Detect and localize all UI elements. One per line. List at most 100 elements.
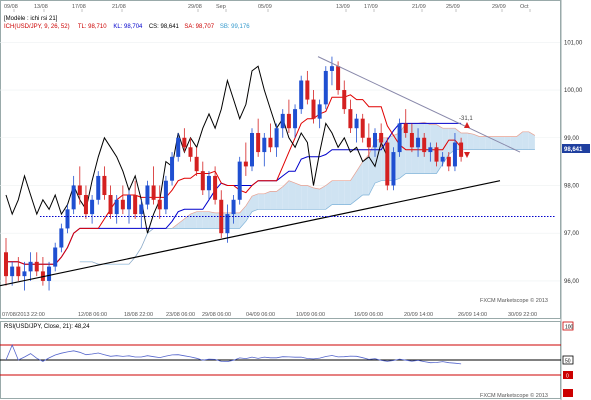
candle-body bbox=[385, 142, 390, 186]
top-date-label: 09/08 bbox=[4, 4, 18, 10]
candle-body bbox=[440, 156, 445, 162]
bottom-date-label: 12/08 06:00 bbox=[78, 312, 107, 318]
candle-body bbox=[280, 113, 285, 129]
bottom-date-label: 10/09 06:00 bbox=[296, 312, 325, 318]
ichimoku-cloud-segment bbox=[516, 131, 523, 150]
ichimoku-cloud-segment bbox=[313, 187, 320, 210]
rsi-extra-tag bbox=[563, 389, 573, 397]
bottom-date-label: 18/08 22:00 bbox=[124, 312, 153, 318]
ichimoku-cloud-segment bbox=[288, 180, 296, 210]
main-panel-frame bbox=[0, 0, 561, 319]
ichimoku-cloud-segment bbox=[258, 193, 265, 210]
top-date-label: 25/09 bbox=[446, 4, 460, 10]
support-trendline bbox=[0, 180, 501, 287]
ichimoku-cloud-segment bbox=[282, 180, 289, 210]
candle-body bbox=[188, 147, 193, 157]
top-date-axis: 09/08 13/08 17/08 21/08 29/08 Sep 05/09 13/09 17… bbox=[4, 4, 531, 12]
rsi-100-label: 100 bbox=[565, 325, 574, 331]
top-date-label: 17/09 bbox=[364, 4, 378, 10]
resistance-trendline bbox=[317, 56, 521, 153]
candle-body bbox=[379, 132, 384, 143]
legend-entry: SB: 99,176 bbox=[220, 24, 250, 30]
ichimoku-cloud-segment bbox=[264, 191, 271, 210]
ichimoku-cloud-segment bbox=[295, 183, 302, 210]
candle-body bbox=[83, 195, 88, 215]
candle-body bbox=[65, 209, 70, 229]
ichimoku-cloud-segment bbox=[178, 218, 185, 229]
bottom-date-label: 07/08/2013 22:00 bbox=[2, 312, 45, 318]
candle-body bbox=[360, 118, 365, 138]
candle-body bbox=[16, 266, 21, 277]
candle-body bbox=[329, 66, 334, 71]
ichimoku-cloud-segment bbox=[411, 123, 419, 174]
ichimoku-cloud-segment bbox=[270, 191, 277, 210]
watermark-rsi: FXCM Marketscope © 2013 bbox=[480, 392, 548, 399]
candle-body bbox=[4, 252, 8, 277]
ichimoku-cloud-segment bbox=[319, 185, 326, 210]
ichimoku-cloud-segment bbox=[307, 185, 314, 210]
candle-body bbox=[96, 175, 101, 200]
legend-entry: SA: 98,707 bbox=[184, 24, 214, 30]
top-date-label: 21/08 bbox=[112, 4, 126, 10]
candle-body bbox=[206, 175, 211, 191]
candle-body bbox=[428, 147, 433, 153]
bottom-date-axis: 07/08/2013 22:00 12/08 06:00 18/08 22:00 23… bbox=[2, 312, 537, 318]
ichimoku-cloud-segment bbox=[301, 185, 308, 210]
candle-body bbox=[459, 142, 464, 157]
candle-body bbox=[108, 195, 113, 215]
candle-body bbox=[342, 90, 347, 110]
rsi-0-tag bbox=[563, 371, 573, 379]
indicator-legend: ICH(USD/JPY, 9, 26, 52) TL: 98,710 KL: 98,… bbox=[4, 24, 250, 30]
ichimoku-cloud-segment bbox=[368, 141, 375, 196]
bottom-date-label: 20/09 14:00 bbox=[404, 312, 433, 318]
ichimoku-cloud-segment bbox=[276, 186, 283, 210]
legend-entry: CS: 98,641 bbox=[149, 24, 180, 30]
ichimoku-cloud-segment bbox=[344, 180, 351, 205]
bottom-date-label: 26/09 14:00 bbox=[458, 312, 487, 318]
candle-body bbox=[311, 99, 316, 119]
ichimoku-cloud-segment bbox=[424, 122, 431, 174]
candle-body bbox=[176, 137, 181, 157]
ichimoku-cloud-segment bbox=[245, 196, 252, 222]
candle-body bbox=[243, 161, 248, 167]
ichimoku-cloud-segment bbox=[196, 211, 203, 229]
candle-body bbox=[139, 204, 144, 215]
candle-body bbox=[151, 185, 156, 200]
ichimoku-cloud-segment bbox=[338, 180, 345, 205]
candle-body bbox=[305, 80, 310, 100]
candle-body bbox=[213, 175, 218, 200]
top-date-label: 29/09 bbox=[492, 4, 506, 10]
candle-body bbox=[348, 109, 353, 129]
rsi-0-label: 0 bbox=[566, 374, 569, 380]
ichimoku-cloud-segment bbox=[479, 136, 486, 150]
candle-body bbox=[34, 261, 39, 272]
candle-body bbox=[434, 147, 439, 162]
current-price-tag bbox=[562, 144, 590, 153]
candle-body bbox=[200, 171, 205, 191]
ichimoku-cloud-segment bbox=[485, 136, 492, 150]
ichimoku-cloud-segment bbox=[208, 211, 216, 229]
ichimoku-cloud-segment bbox=[522, 131, 529, 150]
pip-annotation: -31,1 bbox=[459, 116, 473, 122]
ichimoku-cloud-segment bbox=[202, 211, 209, 229]
candle-body bbox=[250, 132, 254, 167]
candle-body bbox=[422, 137, 427, 153]
top-date-label: 29/08 bbox=[188, 4, 202, 10]
tenkan-line bbox=[6, 94, 462, 265]
legend-entry: ICH(USD/JPY, 9, 26, 52) bbox=[4, 24, 70, 30]
price-tick-label: 97,00 bbox=[564, 231, 580, 237]
ichimoku-cloud-segment bbox=[331, 180, 339, 205]
bottom-date-label: 04/09 06:00 bbox=[246, 312, 275, 318]
candle-body bbox=[145, 185, 150, 205]
candle-body bbox=[231, 199, 236, 215]
candle-body bbox=[59, 228, 64, 248]
candle-body bbox=[452, 142, 457, 167]
price-tick-label: 96,00 bbox=[564, 279, 580, 285]
bottom-date-label: 30/09 22:00 bbox=[508, 312, 537, 318]
candle-body bbox=[194, 156, 199, 172]
candle-body bbox=[237, 161, 242, 200]
ichimoku-cloud-segment bbox=[362, 154, 369, 196]
ichimoku-cloud-segment bbox=[510, 136, 517, 150]
top-date-label: 21/09 bbox=[412, 4, 426, 10]
ichimoku-cloud-segment bbox=[233, 212, 240, 229]
